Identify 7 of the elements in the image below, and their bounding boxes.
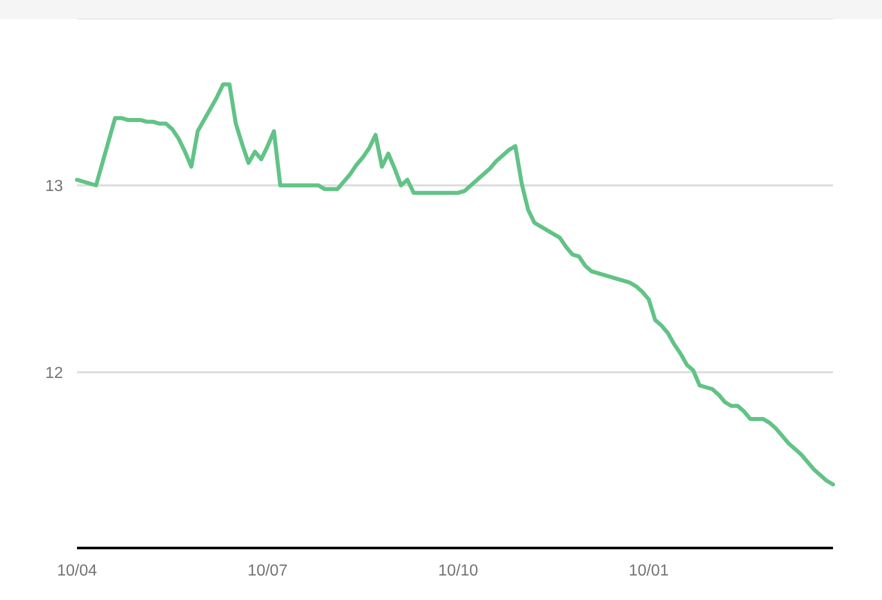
x-tick-label: 10/10: [438, 562, 478, 580]
x-tick-label: 10/01: [628, 562, 669, 580]
x-tick-label: 10/07: [248, 562, 288, 580]
y-tick-label: 13: [45, 178, 64, 195]
x-tick-label: 10/04: [56, 562, 98, 580]
line-series: [75, 82, 835, 486]
y-tick-label: 12: [45, 364, 64, 382]
